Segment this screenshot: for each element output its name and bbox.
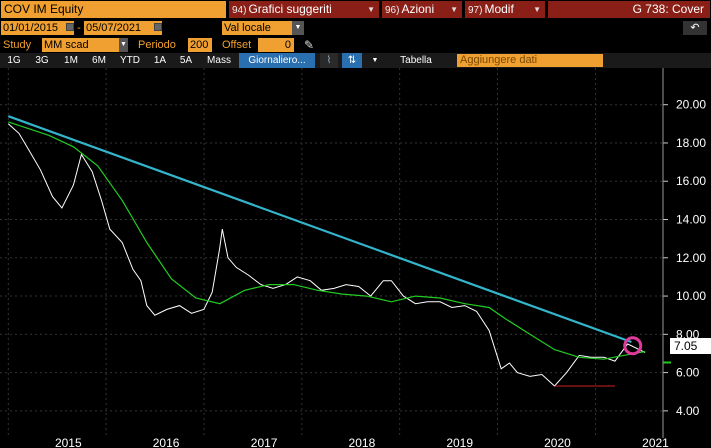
moving-average-line — [8, 121, 646, 360]
study-select[interactable]: MM scad ▼ — [42, 38, 128, 52]
add-data-input[interactable]: Aggiungere dati — [457, 54, 603, 67]
menu-label: Modif — [484, 2, 514, 16]
x-tick-label: 2021 — [642, 436, 669, 448]
line-chart-icon[interactable]: ⌇ — [320, 53, 338, 68]
currency-value: Val locale — [224, 22, 271, 34]
start-date-field[interactable]: 01/01/2015 — [1, 21, 74, 35]
y-tick-label: 14.00 — [676, 213, 706, 227]
calendar-icon[interactable] — [66, 23, 74, 31]
period-field[interactable]: 200 — [188, 38, 212, 52]
date-range-bar: 01/01/2015 - 05/07/2021 Val locale ▼ ↶ — [0, 19, 711, 37]
offset-field[interactable]: 0 — [258, 38, 294, 52]
x-tick-label: 2015 — [55, 436, 82, 448]
study-value: MM scad — [44, 39, 89, 51]
date-separator: - — [77, 22, 81, 34]
period-button-1a[interactable]: 1A — [153, 55, 167, 66]
table-button[interactable]: Tabella — [400, 55, 432, 66]
menu-label: Azioni — [401, 2, 435, 16]
frequency-select[interactable]: Giornaliero... — [239, 53, 315, 68]
trendline — [7, 115, 632, 344]
y-tick-label: 18.00 — [676, 136, 706, 150]
price-chart[interactable]: 20.00 18.00 16.00 14.00 12.00 10.00 8.00 6.00 4.… — [0, 68, 711, 448]
y-tick-label: 12.00 — [676, 251, 706, 265]
period-button-6m[interactable]: 6M — [92, 55, 106, 66]
end-date-field[interactable]: 05/07/2021 — [84, 21, 162, 35]
period-label: Periodo — [138, 39, 176, 51]
menu-number: 96) — [385, 5, 400, 16]
y-tick-label: 10.00 — [676, 289, 706, 303]
chevron-down-icon: ▼ — [533, 5, 541, 14]
function-title: G 738: Cover — [548, 1, 710, 18]
menu-label: Grafici suggeriti — [248, 2, 332, 16]
y-tick-label: 20.00 — [676, 98, 706, 112]
study-bar: Study MM scad ▼ Periodo 200 Offset 0 ✎ — [0, 37, 711, 53]
chevron-down-icon[interactable]: ▼ — [371, 57, 379, 64]
offset-label: Offset — [222, 39, 252, 51]
period-button-5a[interactable]: 5A — [179, 55, 193, 66]
period-button-1m[interactable]: 1M — [64, 55, 78, 66]
x-tick-label: 2019 — [446, 436, 473, 448]
chevron-down-icon: ▼ — [292, 21, 304, 35]
chevron-down-icon: ▼ — [119, 38, 128, 52]
period-button-3g[interactable]: 3G — [35, 55, 49, 66]
price-series-line — [7, 123, 646, 387]
chart-toolbar: 1G 3G 1M 6M YTD 1A 5A Mass Giornaliero..… — [0, 53, 711, 68]
x-tick-label: 2016 — [153, 436, 180, 448]
x-tick-label: 2018 — [349, 436, 376, 448]
edit-menu[interactable]: 97) Modif ▼ — [465, 1, 545, 18]
actions-menu[interactable]: 96) Azioni ▼ — [382, 1, 462, 18]
x-tick-label: 2020 — [544, 436, 571, 448]
chart-type-icon[interactable]: ⇅ — [342, 53, 362, 68]
y-tick-label: 4.00 — [676, 404, 700, 418]
x-tick-label: 2017 — [251, 436, 278, 448]
undo-button[interactable]: ↶ — [683, 21, 707, 35]
y-tick-label: 8.00 — [676, 327, 700, 341]
study-label: Study — [3, 39, 32, 51]
top-bar: COV IM Equity 94) Grafici suggeriti ▼ 96) A… — [0, 0, 711, 19]
suggested-charts-menu[interactable]: 94) Grafici suggeriti ▼ — [229, 1, 379, 18]
chevron-down-icon: ▼ — [450, 5, 458, 14]
calendar-icon[interactable] — [154, 23, 162, 31]
period-button-1g[interactable]: 1G — [7, 55, 21, 66]
period-button-ytd[interactable]: YTD — [120, 55, 140, 66]
y-tick-label: 16.00 — [676, 174, 706, 188]
y-tick-label: 6.00 — [676, 366, 700, 380]
chevron-down-icon: ▼ — [367, 5, 375, 14]
menu-number: 97) — [468, 5, 483, 16]
highlight-circle — [623, 336, 643, 356]
period-button-max[interactable]: Mass — [207, 55, 231, 66]
menu-number: 94) — [232, 5, 247, 16]
security-field[interactable]: COV IM Equity — [1, 1, 226, 18]
pencil-icon[interactable]: ✎ — [304, 38, 315, 52]
last-price-label: 7.05 — [670, 338, 711, 354]
currency-select[interactable]: Val locale ▼ — [222, 21, 304, 35]
